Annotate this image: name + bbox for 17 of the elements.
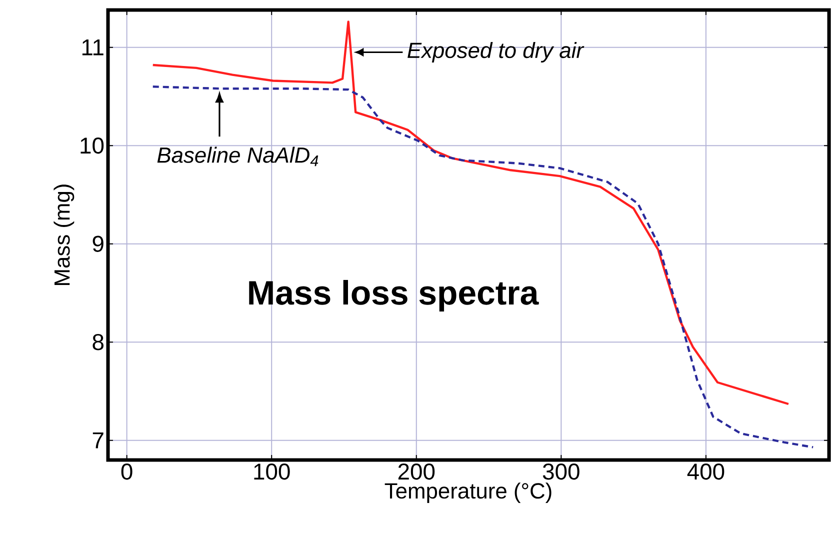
y-tick-label: 11 [82,39,104,56]
annotation: Exposed to dry air [408,42,584,62]
x-axis-title: Temperature (°C) [384,482,552,504]
x-tick-label: 300 [542,464,580,480]
y-axis-title: Mass (mg) [54,184,74,285]
line-series [152,86,814,448]
annotation: Mass loss spectra [249,280,539,312]
line-series [152,20,790,406]
y-tick-label: 10 [80,137,104,154]
x-tick-label: 0 [121,464,132,480]
y-tick-label: 9 [92,236,104,252]
annotation: Baseline NaAlD$_{4}$ [157,146,318,166]
y-tick-label: 8 [92,334,104,350]
x-tick-label: 100 [254,464,290,480]
x-tick-label: 400 [687,464,724,480]
x-tick-label: 200 [398,464,435,480]
y-tick-label: 7 [92,432,104,448]
